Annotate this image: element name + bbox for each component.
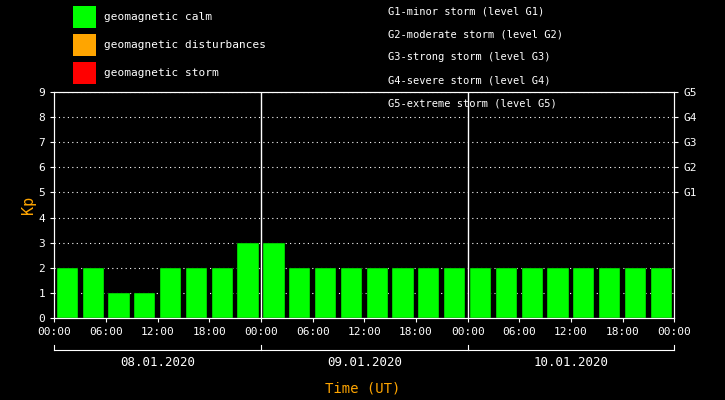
Bar [108,293,130,318]
Bar [263,243,284,318]
Bar [289,268,310,318]
Bar [134,293,155,318]
Bar [186,268,207,318]
Y-axis label: Kp: Kp [21,196,36,214]
Bar [625,268,646,318]
Bar [599,268,621,318]
Text: G5-extreme storm (level G5): G5-extreme storm (level G5) [388,99,557,109]
Bar [392,268,414,318]
Text: G3-strong storm (level G3): G3-strong storm (level G3) [388,52,550,62]
Bar [496,268,517,318]
Bar [160,268,181,318]
Text: geomagnetic storm: geomagnetic storm [104,68,219,78]
Bar [444,268,465,318]
Bar [212,268,233,318]
Bar [367,268,388,318]
Bar [83,268,104,318]
Bar [547,268,568,318]
Bar [418,268,439,318]
Bar [651,268,672,318]
Bar [315,268,336,318]
Bar [57,268,78,318]
Text: geomagnetic disturbances: geomagnetic disturbances [104,40,266,50]
Bar [573,268,594,318]
Text: geomagnetic calm: geomagnetic calm [104,12,212,22]
Text: 09.01.2020: 09.01.2020 [327,356,402,369]
Bar [238,243,259,318]
Text: 08.01.2020: 08.01.2020 [120,356,195,369]
Bar [521,268,543,318]
Text: G4-severe storm (level G4): G4-severe storm (level G4) [388,76,550,86]
Bar [341,268,362,318]
Text: G1-minor storm (level G1): G1-minor storm (level G1) [388,6,544,16]
Text: G2-moderate storm (level G2): G2-moderate storm (level G2) [388,29,563,39]
Text: 10.01.2020: 10.01.2020 [534,356,608,369]
Bar [470,268,491,318]
Text: Time (UT): Time (UT) [325,382,400,396]
